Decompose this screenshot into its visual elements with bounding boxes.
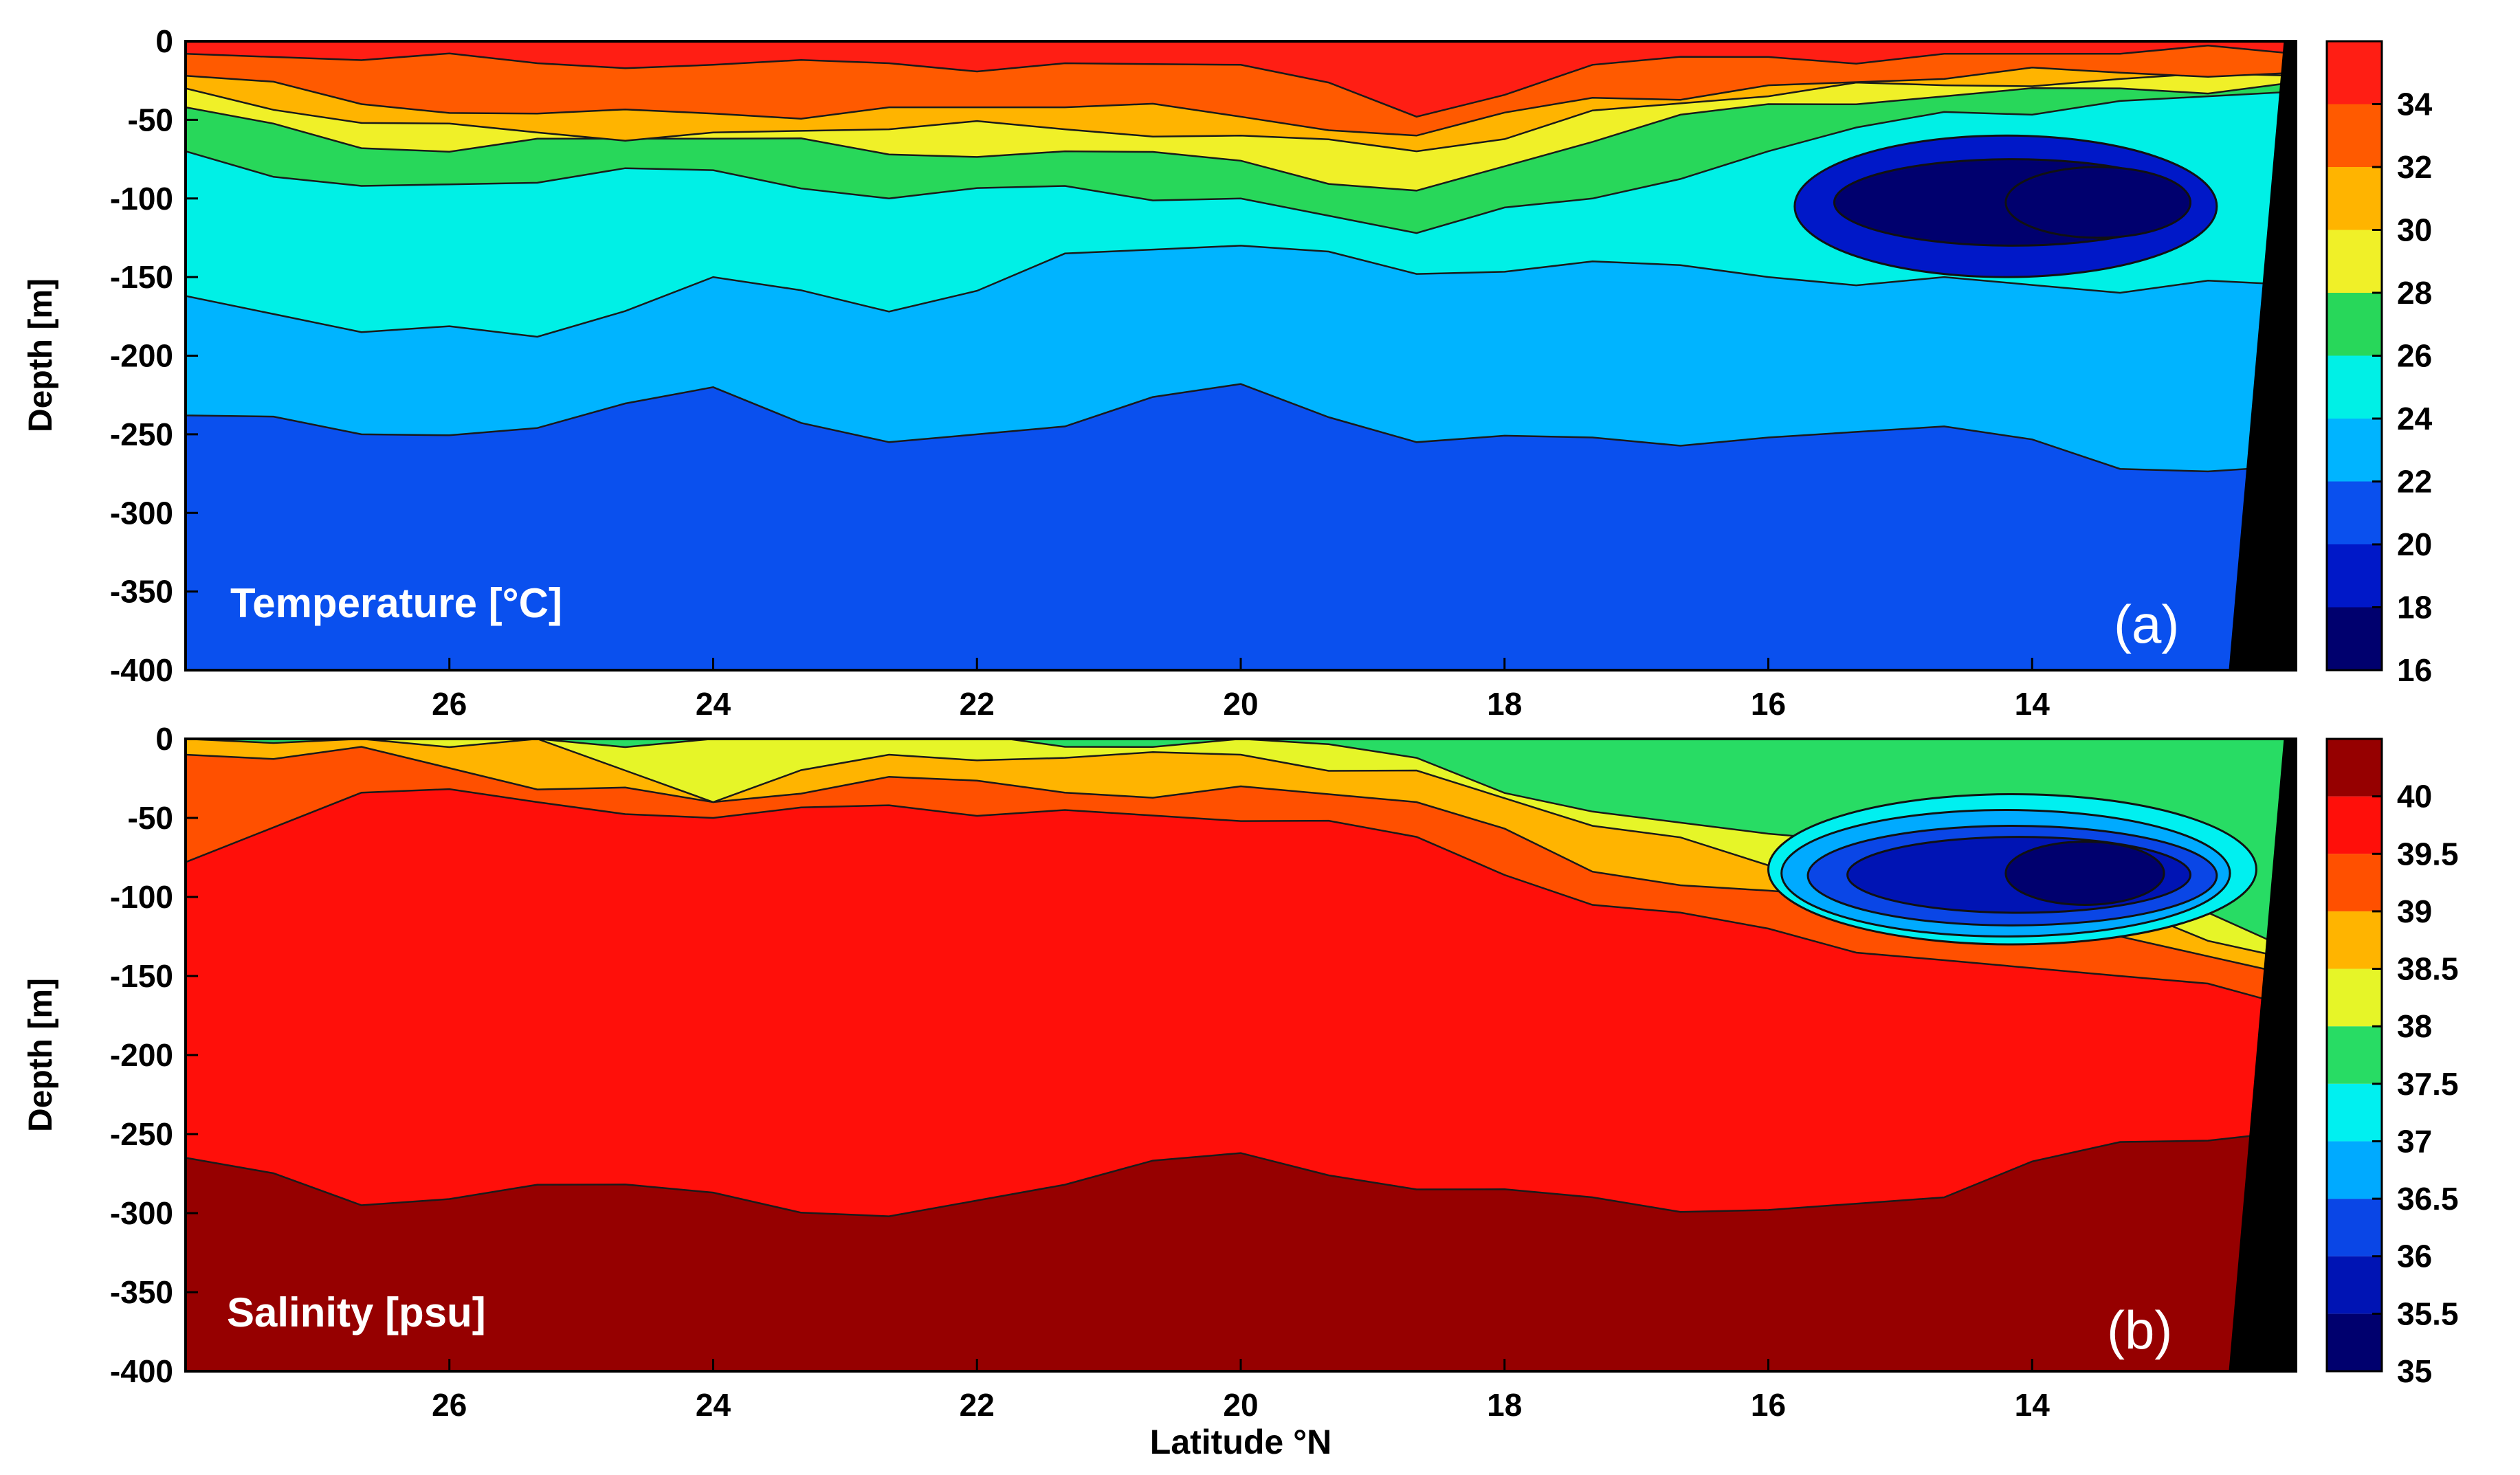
- salinity-colorbar-swatch: [2327, 1313, 2382, 1371]
- temperature-x-ticks: 26 24 22 20 18 16 14: [432, 658, 2050, 722]
- temperature-x-tick-label: 16: [1751, 686, 1786, 722]
- salinity-y-tick-label: -200: [110, 1037, 173, 1073]
- salinity-colorbar-label: 35: [2397, 1353, 2432, 1389]
- salinity-y-tick-label: -300: [110, 1195, 173, 1231]
- salinity-y-tick-label: 0: [155, 721, 173, 757]
- salinity-y-ticks: 0 -50 -100 -150 -200 -250 -300 -350 -400: [110, 721, 198, 1389]
- salinity-colorbar-swatch: [2327, 796, 2382, 854]
- salinity-colorbar-label: 39: [2397, 894, 2432, 929]
- temperature-colorbar-swatch: [2327, 104, 2382, 167]
- salinity-colorbar-label: 38: [2397, 1008, 2432, 1044]
- salinity-y-tick-label: -400: [110, 1353, 173, 1389]
- salinity-colorbar-label: 37: [2397, 1123, 2432, 1159]
- temperature-y-tick-label: -250: [110, 417, 173, 452]
- temperature-colorbar-label: 32: [2397, 149, 2432, 185]
- salinity-y-tick-label: -150: [110, 958, 173, 994]
- temperature-colorbar-swatch: [2327, 481, 2382, 544]
- temperature-colorbar-swatch: [2327, 293, 2382, 356]
- salinity-colorbar-swatch: [2327, 1026, 2382, 1084]
- salinity-colorbar-swatch: [2327, 854, 2382, 911]
- temperature-colorbar-swatch: [2327, 419, 2382, 482]
- salinity-colorbar-swatch: [2327, 1141, 2382, 1199]
- salinity-y-tick-label: -250: [110, 1116, 173, 1152]
- salinity-x-ticks: 26 24 22 20 18 16 14: [432, 1359, 2050, 1423]
- salinity-colorbar-swatch: [2327, 1256, 2382, 1314]
- temperature-colorbar-label: 34: [2397, 87, 2433, 122]
- salinity-land-mask: [2229, 739, 2296, 1371]
- temperature-colorbar-swatch: [2327, 41, 2382, 104]
- temperature-colorbar-label: 28: [2397, 275, 2432, 311]
- temperature-colorbar-swatch: [2327, 607, 2382, 670]
- temperature-y-tick-label: -50: [128, 102, 173, 137]
- temperature-colorbar-label: 16: [2397, 652, 2432, 688]
- temperature-colorbar-label: 20: [2397, 526, 2432, 562]
- temperature-colorbar-swatch: [2327, 167, 2382, 230]
- salinity-x-tick-label: 20: [1223, 1387, 1258, 1423]
- salinity-cold-core: [1767, 793, 2257, 946]
- temperature-colorbar: 16 18 20 22 24 26 28 30 32 34: [2325, 40, 2433, 688]
- temperature-y-tick-label: -100: [110, 181, 173, 217]
- temperature-land-mask: [2229, 41, 2296, 670]
- salinity-colorbar-frame: [2325, 738, 2383, 1373]
- temperature-y-tick-label: -200: [110, 338, 173, 374]
- salinity-colorbar-swatch: [2327, 911, 2382, 969]
- temperature-x-tick-label: 22: [960, 686, 995, 722]
- salinity-panel: 0-50-100-150-200-250-300-350-400 26 24 22 2…: [23, 721, 2459, 1461]
- temperature-y-axis-label: Depth [m]: [23, 278, 59, 432]
- salinity-colorbar: 35 35.5 36 36.5 37 37.5 38 38.5 39 39.5 40: [2325, 738, 2459, 1389]
- temperature-colorbar-swatch: [2327, 355, 2382, 419]
- salinity-colorbar-label: 40: [2397, 779, 2432, 814]
- salinity-panel-label: (b): [2107, 1300, 2172, 1360]
- salinity-colorbar-label: 39.5: [2397, 836, 2459, 872]
- salinity-x-tick-label: 24: [696, 1387, 731, 1423]
- temperature-colorbar-label: 22: [2397, 464, 2432, 500]
- salinity-colorbar-label: 36: [2397, 1239, 2432, 1274]
- temperature-y-tick-label: -150: [110, 259, 173, 295]
- temperature-x-tick-label: 20: [1223, 686, 1258, 722]
- salinity-colorbar-swatch: [2327, 1199, 2382, 1256]
- temperature-panel: 0-50-100-150-200-250-300-350-400 26 24 22 2…: [23, 23, 2433, 722]
- temperature-colorbar-swatch: [2327, 544, 2382, 608]
- salinity-y-tick-label: -100: [110, 879, 173, 915]
- temperature-y-ticks: 0 -50 -100 -150 -200 -250 -300 -350 -400: [110, 23, 198, 688]
- salinity-x-tick-label: 18: [1487, 1387, 1522, 1423]
- temperature-core-16: [2004, 166, 2191, 239]
- temperature-colorbar-swatch: [2327, 230, 2382, 293]
- temperature-y-tick-label: -350: [110, 574, 173, 610]
- temperature-x-tick-label: 24: [696, 686, 731, 722]
- temperature-colorbar-label: 24: [2397, 401, 2433, 436]
- temperature-colorbar-label: 18: [2397, 590, 2432, 625]
- temperature-x-tick-label: 18: [1487, 686, 1522, 722]
- salinity-y-tick-label: -50: [128, 800, 173, 836]
- temperature-cold-core: [1793, 134, 2218, 278]
- salinity-title-annotation: Salinity [psu]: [227, 1289, 486, 1335]
- temperature-band-34: [186, 41, 2296, 118]
- salinity-x-tick-label: 14: [2015, 1387, 2051, 1423]
- temperature-colorbar-label: 26: [2397, 338, 2432, 374]
- salinity-x-tick-label: 16: [1751, 1387, 1786, 1423]
- temperature-y-tick-label: 0: [155, 23, 173, 59]
- temperature-y-tick-label: -300: [110, 495, 173, 531]
- temperature-colorbar-label: 30: [2397, 212, 2432, 248]
- salinity-x-tick-label: 22: [960, 1387, 995, 1423]
- salinity-colorbar-swatch: [2327, 1083, 2382, 1142]
- salinity-y-axis-label: Depth [m]: [23, 978, 59, 1132]
- salinity-x-tick-label: 26: [432, 1387, 467, 1423]
- temperature-y-tick-label: -400: [110, 652, 173, 688]
- temperature-x-tick-label: 26: [432, 686, 467, 722]
- salinity-core-35.5: [2004, 841, 2165, 906]
- salinity-colorbar-label: 35.5: [2397, 1296, 2459, 1331]
- salinity-colorbar-label: 37.5: [2397, 1066, 2459, 1102]
- salinity-colorbar-swatch: [2327, 739, 2382, 797]
- salinity-x-axis-label: Latitude °N: [1150, 1423, 1331, 1461]
- salinity-colorbar-label: 38.5: [2397, 951, 2459, 987]
- temperature-title-annotation: Temperature [°C]: [230, 580, 562, 626]
- temperature-x-tick-label: 14: [2015, 686, 2051, 722]
- temperature-panel-label: (a): [2114, 594, 2179, 654]
- salinity-colorbar-swatch: [2327, 968, 2382, 1027]
- salinity-colorbar-label: 36.5: [2397, 1181, 2459, 1217]
- salinity-y-tick-label: -350: [110, 1274, 173, 1310]
